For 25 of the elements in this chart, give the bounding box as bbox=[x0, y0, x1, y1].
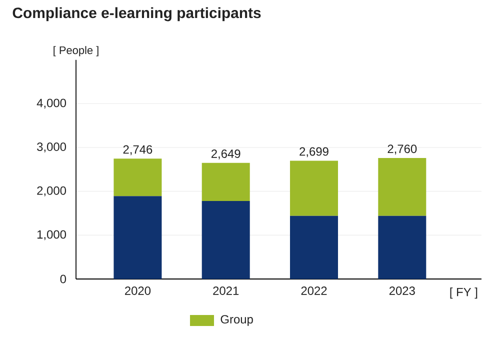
bar bbox=[378, 216, 426, 279]
x-tick-label: 2020 bbox=[125, 286, 151, 295]
x-tick-label: 2023 bbox=[389, 286, 415, 295]
y-tick-label: 2,000 bbox=[37, 186, 66, 196]
total-label: 2,760 bbox=[388, 144, 417, 154]
y-tick-label: 3,000 bbox=[37, 142, 66, 152]
x-axis-title: [ FY ] bbox=[450, 288, 478, 299]
y-tick-label: 4,000 bbox=[36, 98, 66, 109]
bar bbox=[378, 158, 426, 216]
total-label: 2,746 bbox=[123, 145, 152, 156]
total-label: 2,699 bbox=[300, 147, 328, 158]
chart-title: Compliance e-learning participants bbox=[12, 7, 261, 22]
y-axis-title: [ People ] bbox=[54, 46, 98, 56]
y-tick-label: 0 bbox=[60, 274, 66, 284]
bar bbox=[202, 200, 250, 279]
total-label: 2,649 bbox=[211, 149, 240, 160]
bar bbox=[290, 160, 338, 216]
y-tick-label: 1,000 bbox=[37, 230, 66, 240]
bar bbox=[202, 162, 250, 201]
bar bbox=[290, 216, 338, 279]
x-tick-label: 2021 bbox=[213, 286, 239, 295]
bar bbox=[114, 158, 162, 196]
bar bbox=[114, 196, 162, 279]
legend-label: Group bbox=[220, 315, 253, 326]
x-tick-label: 2022 bbox=[301, 286, 327, 295]
